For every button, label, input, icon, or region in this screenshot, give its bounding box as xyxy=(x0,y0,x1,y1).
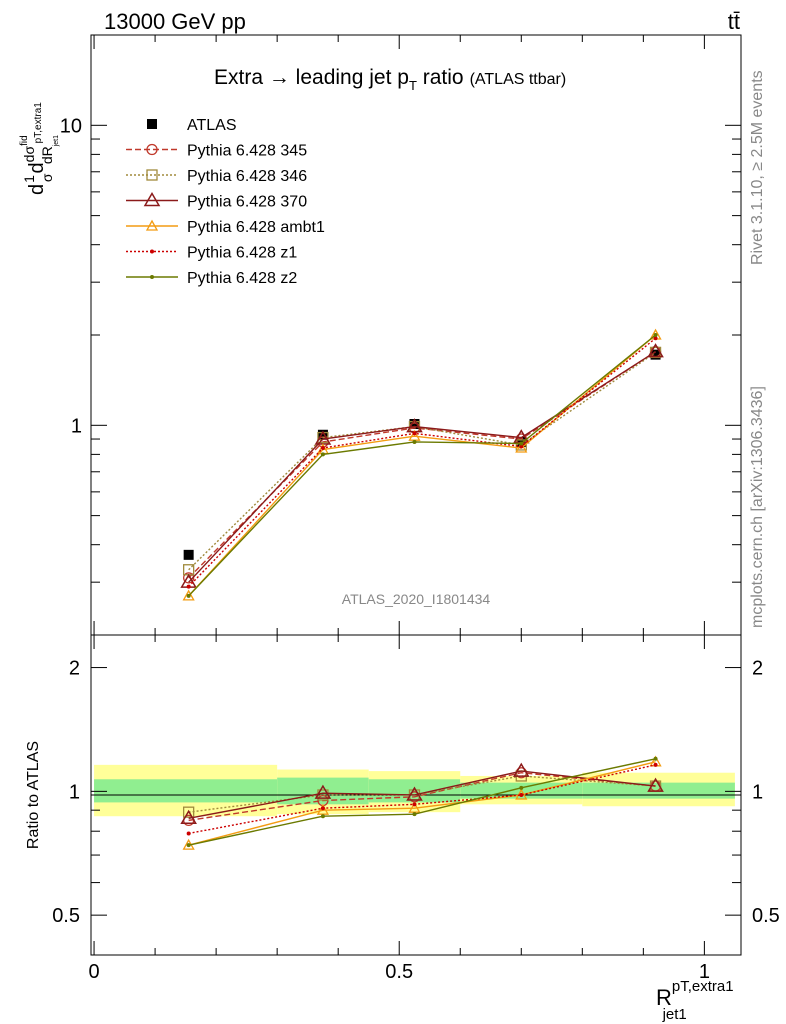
band-green xyxy=(94,779,278,803)
series-point-p345 xyxy=(183,572,195,584)
series-point-z2 xyxy=(653,333,658,337)
ratio-point-z1 xyxy=(653,762,658,767)
data-point-atlas xyxy=(409,419,420,430)
series-point-z2 xyxy=(412,439,417,444)
legend-label-z1: Pythia 6.428 z1 xyxy=(187,245,297,262)
series-point-ambt1 xyxy=(182,589,195,601)
y-tick-label: 1 xyxy=(71,415,82,437)
x-tick-label: 0 xyxy=(88,961,99,983)
main-series-group xyxy=(180,328,664,601)
ratio-line-p345 xyxy=(188,772,656,822)
legend-marker-ambt1 xyxy=(145,219,159,231)
ratio-point-p370 xyxy=(180,809,197,825)
series-line-p370 xyxy=(188,351,656,583)
ratio-tick-label-right: 1 xyxy=(752,781,763,803)
ratio-point-p370 xyxy=(647,777,664,792)
x-tick-label: 1 xyxy=(699,961,710,983)
legend-label-z2: Pythia 6.428 z2 xyxy=(187,270,297,287)
ratio-point-z1 xyxy=(186,831,191,836)
mcplots-label: mcplots.cern.ch [arXiv:1306.3436] xyxy=(749,386,766,628)
legend-label-p370: Pythia 6.428 370 xyxy=(187,194,307,211)
ratio-line-p370 xyxy=(188,770,656,819)
legend-label-p345: Pythia 6.428 345 xyxy=(187,143,307,160)
ratio-point-p370 xyxy=(406,786,423,801)
legend-marker-p345 xyxy=(146,143,158,156)
legend-marker-p370 xyxy=(143,192,161,207)
data-point-atlas xyxy=(317,429,328,440)
series-line-ambt1 xyxy=(188,334,657,597)
ratio-tick-label-right: 2 xyxy=(752,658,763,680)
analysis-watermark: ATLAS_2020_I1801434 xyxy=(342,591,491,607)
ratio-line-ambt1 xyxy=(188,761,656,846)
ratio-point-p346 xyxy=(183,806,195,818)
band-green xyxy=(368,779,461,803)
ratio-point-z1 xyxy=(320,806,325,811)
ratio-tick-label: 2 xyxy=(69,658,80,680)
series-point-z2 xyxy=(320,452,325,457)
ratio-tick-label-right: 0.5 xyxy=(752,905,780,927)
ratio-point-z2 xyxy=(519,785,524,790)
series-line-z1 xyxy=(188,337,656,588)
ratio-point-z2 xyxy=(186,843,191,848)
series-point-z2 xyxy=(519,441,524,446)
ratio-tick-label: 1 xyxy=(69,781,80,803)
y-tick-label: 10 xyxy=(60,115,82,137)
ratio-series-group xyxy=(180,755,664,850)
header-left: 13000 GeV pp xyxy=(104,9,246,34)
axis-tick-labels: 0 0.5 1 1 10 0.5 0.5 1 1 2 2 xyxy=(52,115,780,983)
ratio-point-ambt1 xyxy=(515,788,528,800)
legend-label-ambt1: Pythia 6.428 ambt1 xyxy=(187,219,325,236)
legend-marker-p346 xyxy=(146,169,158,181)
legend-marker-z2 xyxy=(150,275,154,279)
series-line-p345 xyxy=(188,351,656,579)
rivet-label: Rivet 3.1.10, ≥ 2.5M events xyxy=(749,70,766,265)
ratio-point-z1 xyxy=(519,792,524,797)
ratio-tick-label: 0.5 xyxy=(52,905,80,927)
header-right: tt̄ xyxy=(728,9,740,34)
legend-label-p346: Pythia 6.428 346 xyxy=(187,168,307,185)
ratio-point-z2 xyxy=(653,756,658,761)
ratio-point-z2 xyxy=(412,812,417,817)
ratio-point-z2 xyxy=(320,814,325,819)
series-line-p346 xyxy=(188,351,656,571)
legend-label-atlas: ATLAS xyxy=(187,117,237,134)
series-point-p346 xyxy=(515,439,527,451)
ratio-point-ambt1 xyxy=(316,803,330,815)
ratio-ylabel: Ratio to ATLAS xyxy=(25,741,42,849)
x-axis-label: RpT,extra1 jet1 xyxy=(656,978,734,1023)
series-point-z1 xyxy=(519,444,524,449)
main-ylabel: d1 σddσfid pT,extra1dRjet1 xyxy=(19,102,60,195)
series-point-z2 xyxy=(186,593,191,598)
ratio-point-p370 xyxy=(314,784,332,799)
series-point-z1 xyxy=(412,431,417,436)
data-point-atlas xyxy=(650,349,661,360)
legend: ATLAS Pythia 6.428 345 Pythia 6.428 346 Pyt… xyxy=(126,117,325,287)
legend-marker-z1 xyxy=(150,249,154,254)
axis-ticks xyxy=(91,34,741,955)
series-point-z1 xyxy=(653,336,658,341)
series-line-z2 xyxy=(188,334,656,597)
x-tick-label: 0.5 xyxy=(385,961,413,983)
ratio-line-p346 xyxy=(188,775,656,813)
series-point-z1 xyxy=(320,446,325,451)
series-point-p370 xyxy=(647,343,664,358)
plot-title: Extra → leading jet pT ratio (ATLAS ttbar… xyxy=(214,66,566,93)
ratio-point-p370 xyxy=(512,762,530,777)
series-point-z1 xyxy=(186,584,191,589)
ratio-point-z1 xyxy=(412,802,417,807)
data-point-atlas xyxy=(183,549,194,560)
legend-marker-atlas xyxy=(147,119,157,129)
series-point-ambt1 xyxy=(515,441,528,453)
